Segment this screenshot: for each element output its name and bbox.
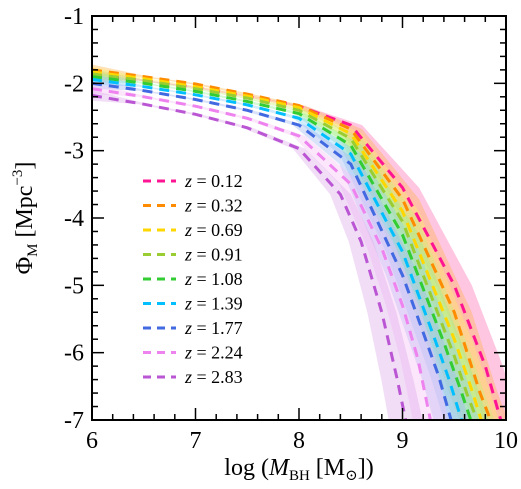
band-z-0.32 bbox=[92, 64, 506, 420]
x-axis-title: log (MBH [M⊙]) bbox=[224, 455, 373, 484]
band-z-2.83 bbox=[92, 90, 423, 420]
legend-label: z = 0.91 bbox=[184, 245, 243, 265]
line-z-1.08 bbox=[92, 75, 473, 420]
line-z-0.91 bbox=[92, 72, 479, 420]
legend-label: z = 1.39 bbox=[184, 294, 243, 314]
band-z-1.77 bbox=[92, 77, 469, 420]
y-tick-label: -5 bbox=[64, 273, 84, 299]
legend-label: z = 0.69 bbox=[184, 220, 243, 240]
band-z-0.91 bbox=[92, 68, 495, 420]
y-tick-label: -4 bbox=[64, 206, 84, 232]
line-z-1.39 bbox=[92, 77, 463, 420]
band-z-1.08 bbox=[92, 71, 489, 420]
legend-label: z = 1.77 bbox=[184, 318, 243, 338]
legend-label: z = 1.08 bbox=[184, 269, 243, 289]
x-tick-label: 10 bbox=[494, 428, 518, 454]
y-axis-title: ΦM [Mpc−3] bbox=[10, 162, 41, 275]
x-tick-label: 7 bbox=[190, 428, 202, 454]
y-tick-label: -7 bbox=[64, 408, 84, 434]
x-tick-label: 8 bbox=[293, 428, 305, 454]
uncertainty-bands bbox=[92, 64, 506, 420]
legend: z = 0.12 z = 0.32 z = 0.69 z = 0.91 z = 1.08… bbox=[143, 171, 243, 387]
axis-ticks: 6 7 8 9 10 -1 -2 -3 -4 -5 -6 -7 bbox=[64, 4, 518, 454]
y-tick-label: -1 bbox=[64, 4, 84, 30]
line-z-1.77 bbox=[92, 81, 453, 420]
legend-label: z = 0.12 bbox=[184, 171, 243, 191]
line-z-0.32 bbox=[92, 68, 492, 420]
legend-label: z = 2.83 bbox=[184, 367, 243, 387]
x-tick-label: 6 bbox=[86, 428, 98, 454]
legend-label: z = 2.24 bbox=[184, 343, 243, 363]
y-tick-label: -6 bbox=[64, 341, 84, 367]
line-z-0.69 bbox=[92, 70, 483, 420]
series-lines bbox=[92, 68, 503, 420]
legend-label: z = 0.32 bbox=[184, 196, 243, 216]
band-z-0.12 bbox=[92, 69, 506, 420]
line-z-0.12 bbox=[92, 73, 503, 420]
y-tick-label: -3 bbox=[64, 139, 84, 165]
line-z-2.83 bbox=[92, 94, 408, 420]
band-z-2.24 bbox=[92, 83, 448, 420]
y-tick-label: -2 bbox=[64, 71, 84, 97]
x-tick-label: 9 bbox=[397, 428, 409, 454]
line-z-2.24 bbox=[92, 87, 432, 420]
